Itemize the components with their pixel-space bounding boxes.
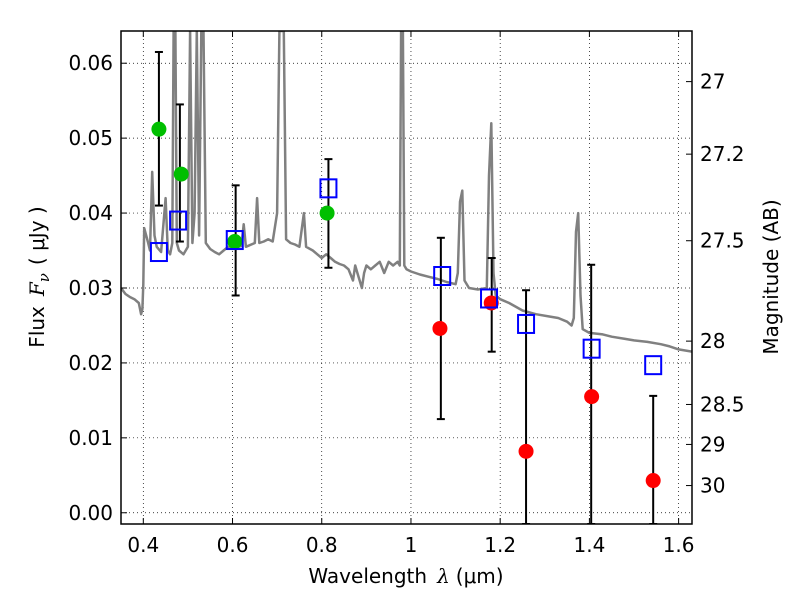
data-point-circle bbox=[432, 320, 448, 336]
data-point-square bbox=[644, 355, 663, 376]
data-point-square bbox=[480, 288, 499, 309]
data-point-circle bbox=[227, 234, 243, 250]
x-tick-label: 0.8 bbox=[306, 533, 338, 557]
data-point-square bbox=[517, 313, 536, 334]
data-point-square bbox=[149, 242, 168, 263]
data-point-circle bbox=[518, 443, 534, 459]
data-point-square bbox=[319, 178, 338, 199]
data-point-square bbox=[433, 266, 452, 287]
x-tick-label: 1.4 bbox=[573, 533, 605, 557]
y-tick-label: 0.02 bbox=[68, 351, 113, 375]
data-point-circle bbox=[319, 205, 335, 221]
data-point-square bbox=[582, 338, 601, 359]
template-spectrum-line bbox=[121, 31, 692, 353]
data-point-circle bbox=[173, 166, 189, 182]
x-tick-label: 0.6 bbox=[217, 533, 249, 557]
mag-tick-label: 28.5 bbox=[700, 392, 745, 416]
mag-tick-label: 28 bbox=[700, 329, 725, 353]
y-tick-label: 0.03 bbox=[68, 276, 113, 300]
x-tick-label: 1.6 bbox=[663, 533, 695, 557]
template-series bbox=[121, 31, 692, 353]
data-point-square bbox=[169, 210, 188, 231]
x-tick-label: 1.2 bbox=[484, 533, 516, 557]
mag-tick-label: 27.5 bbox=[700, 229, 745, 253]
y-tick-label: 0.04 bbox=[68, 201, 113, 225]
x-tick-label: 1 bbox=[405, 533, 418, 557]
mag-tick-label: 27 bbox=[700, 70, 725, 94]
y-axis-label: FluxFν( μJy ) bbox=[25, 206, 53, 347]
plot-frame bbox=[120, 30, 693, 525]
mag-tick-label: 30 bbox=[700, 474, 725, 498]
data-points bbox=[149, 121, 663, 489]
mag-tick-label: 27.2 bbox=[700, 142, 745, 166]
right-axis-label: Magnitude (AB) bbox=[759, 199, 783, 354]
data-point-circle bbox=[645, 473, 661, 489]
mag-tick-label: 29 bbox=[700, 432, 725, 456]
data-point-square bbox=[225, 230, 244, 251]
y-tick-label: 0.05 bbox=[68, 126, 113, 150]
x-tick-label: 0.4 bbox=[127, 533, 159, 557]
y-tick-label: 0.06 bbox=[68, 51, 113, 75]
data-point-circle bbox=[151, 121, 167, 137]
y-tick-label: 0.01 bbox=[68, 426, 113, 450]
data-point-circle bbox=[584, 389, 600, 405]
y-tick-label: 0.00 bbox=[68, 501, 113, 525]
ticks: 0.4 0.6 0.8 1 1.2 1.4 1.6 0.00 0.01 0.02 0.03 0.04 0… bbox=[68, 31, 745, 557]
x-axis-label: Wavelength λ (μm) bbox=[308, 564, 503, 588]
